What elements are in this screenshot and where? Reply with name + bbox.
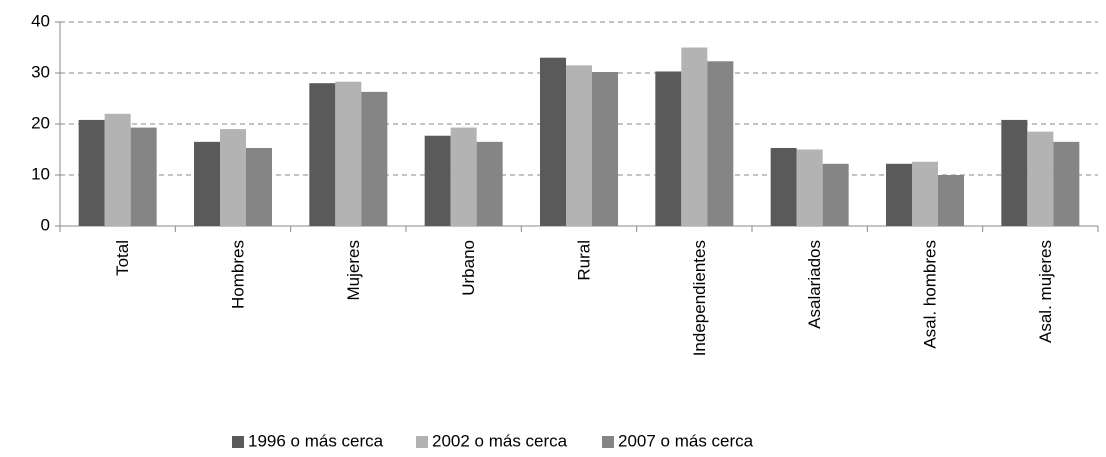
- bar: [246, 147, 272, 226]
- bar: [194, 141, 220, 226]
- legend-label: 2002 o más cerca: [432, 431, 568, 450]
- x-tick-label: Asal. mujeres: [1036, 240, 1055, 343]
- bar: [681, 47, 708, 226]
- bar: [424, 135, 451, 226]
- bar: [220, 129, 246, 226]
- y-tick-label: 10: [31, 164, 50, 183]
- bar: [1001, 119, 1028, 226]
- legend-label: 2007 o más cerca: [618, 431, 754, 450]
- x-tick-label: Independientes: [690, 240, 709, 356]
- x-tick-label: Hombres: [228, 240, 247, 309]
- legend-swatch: [602, 436, 614, 448]
- legend-label: 1996 o más cerca: [248, 431, 384, 450]
- bar: [361, 91, 388, 227]
- bar: [104, 113, 131, 226]
- bar: [1027, 131, 1054, 226]
- bar: [592, 71, 618, 226]
- y-tick-label: 0: [41, 215, 50, 234]
- y-tick-label: 20: [31, 113, 50, 132]
- bar: [770, 147, 797, 226]
- bar: [1053, 141, 1080, 226]
- bar: [655, 71, 682, 226]
- x-tick-label: Total: [113, 240, 132, 276]
- legend-swatch: [416, 436, 428, 448]
- bar: [566, 65, 592, 226]
- y-tick-label: 30: [31, 62, 50, 81]
- bar: [450, 127, 477, 226]
- x-tick-label: Asal. hombres: [920, 240, 939, 349]
- bar: [796, 149, 823, 226]
- bar: [822, 163, 849, 226]
- bar: [540, 57, 566, 227]
- bar: [78, 119, 105, 226]
- x-tick-label: Mujeres: [344, 240, 363, 300]
- bar: [912, 161, 938, 226]
- bar: [476, 141, 503, 226]
- bar: [886, 163, 912, 226]
- bar: [130, 127, 157, 226]
- x-tick-label: Urbano: [459, 240, 478, 296]
- bar: [707, 61, 734, 226]
- y-tick-label: 40: [31, 11, 50, 30]
- bar: [309, 83, 336, 226]
- x-tick-label: Asalariados: [805, 240, 824, 329]
- bar: [938, 175, 964, 226]
- bar: [335, 81, 362, 226]
- x-tick-label: Rural: [574, 240, 593, 281]
- legend-swatch: [232, 436, 244, 448]
